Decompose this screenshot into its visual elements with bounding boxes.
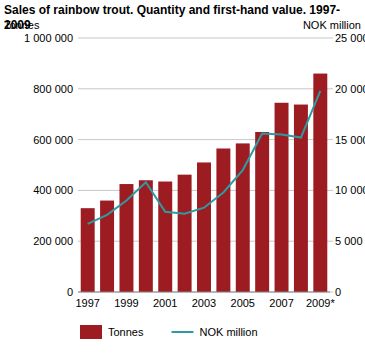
bar — [294, 105, 308, 292]
bar — [158, 182, 172, 292]
y-tick-label: 0 — [67, 286, 73, 298]
y2-tick-label: 15 000 — [335, 134, 365, 146]
legend-label: NOK million — [199, 326, 257, 338]
y2-tick-label: 5 000 — [335, 235, 363, 247]
x-tick-label: 2005 — [231, 297, 255, 309]
x-tick-label: 1997 — [75, 297, 99, 309]
x-axis-line — [78, 292, 330, 293]
bar — [313, 74, 327, 292]
grid-line — [78, 38, 330, 39]
grid-line — [78, 292, 330, 293]
y2-tick — [330, 190, 333, 191]
y-tick-label: 800 000 — [33, 83, 73, 95]
y2-tick — [330, 88, 333, 89]
bar — [236, 143, 250, 292]
grid-line — [78, 139, 330, 140]
y-tick-label: 200 000 — [33, 235, 73, 247]
y2-tick-label: 0 — [335, 286, 341, 298]
plot-area — [81, 74, 328, 292]
line — [88, 91, 321, 224]
bar — [275, 103, 289, 292]
x-tick-label: 2003 — [192, 297, 216, 309]
bar — [178, 175, 192, 292]
y2-tick-label: 10 000 — [335, 184, 365, 196]
y2-tick — [330, 38, 333, 39]
chart: 0 200 000 400 000 600 000 800 000 1 000 000 0 5… — [0, 0, 365, 356]
y-axis-title: Tonnes — [4, 19, 40, 31]
y-tick-label: 400 000 — [33, 184, 73, 196]
x-tick-label: 2009* — [306, 297, 335, 309]
y-tick-label: 1 000 000 — [24, 32, 73, 44]
y2-tick-label: 25 000 — [335, 32, 365, 44]
x-tick-label: 2001 — [153, 297, 177, 309]
bar — [216, 148, 230, 292]
y2-axis-title: NOK million — [303, 19, 361, 31]
y-tick-label: 600 000 — [33, 134, 73, 146]
legend-label: Tonnes — [108, 326, 144, 338]
legend-swatch — [80, 325, 102, 339]
y2-tick — [330, 292, 333, 293]
y2-tick — [330, 139, 333, 140]
x-tick-label: 2007 — [269, 297, 293, 309]
chart-title: Sales of rainbow trout. Quantity and fir… — [4, 3, 349, 33]
bar — [139, 180, 153, 292]
y2-tick — [330, 241, 333, 242]
bar — [197, 162, 211, 292]
bar — [255, 132, 269, 292]
legend-swatch — [171, 331, 193, 333]
grid-line — [78, 88, 330, 89]
x-tick-label: 1999 — [114, 297, 138, 309]
y2-tick-label: 20 000 — [335, 83, 365, 95]
